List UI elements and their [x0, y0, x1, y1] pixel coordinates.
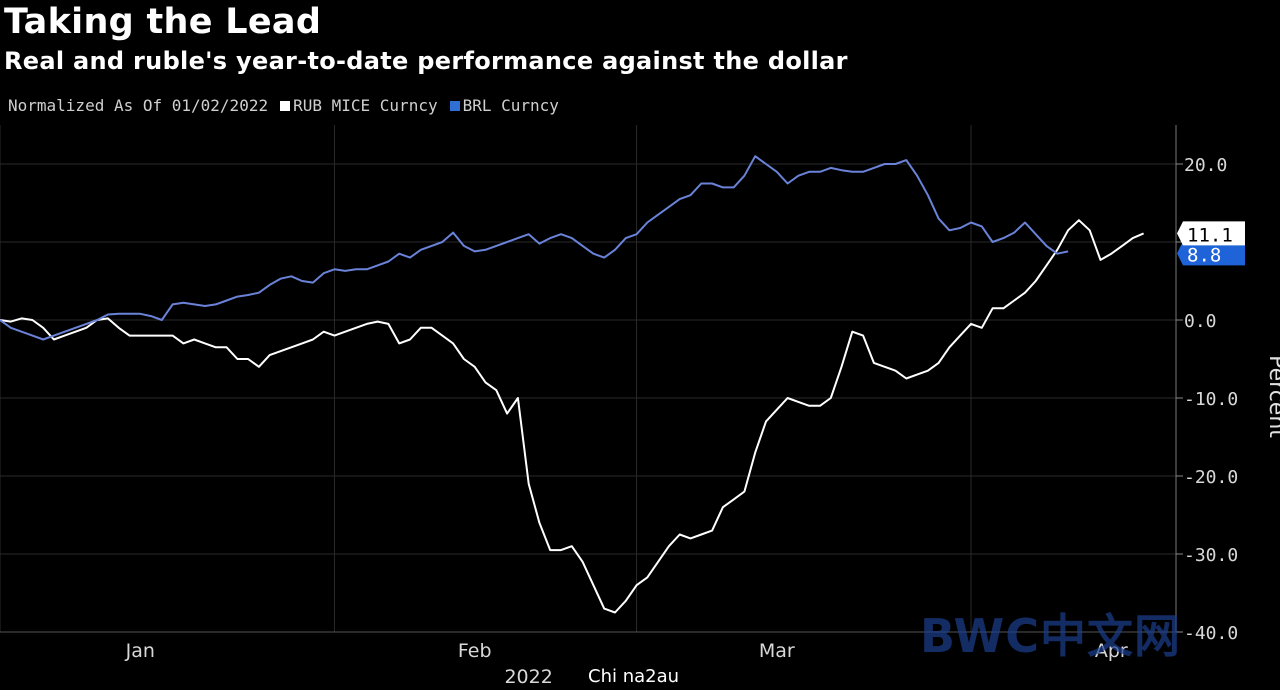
y-tick-label: 0.0 — [1184, 311, 1217, 332]
legend-item-brl[interactable]: BRL Curncy — [449, 96, 559, 115]
x-tick-label: Apr — [1095, 640, 1128, 662]
end-label-brl: 8.8 — [1187, 244, 1221, 266]
x-year-label: 2022 — [504, 666, 552, 688]
end-label-box-brl — [1177, 241, 1245, 266]
end-label-box-rub — [1177, 221, 1245, 246]
legend-label-brl: BRL Curncy — [462, 96, 559, 115]
legend-label-rub: RUB MICE Curncy — [293, 96, 438, 115]
y-tick-label: -10.0 — [1184, 389, 1238, 410]
legend-item-rub[interactable]: RUB MICE Curncy — [280, 96, 438, 115]
legend-swatch-rub — [280, 100, 291, 111]
x-tick-label: Mar — [759, 640, 795, 662]
y-tick-label: -20.0 — [1184, 467, 1238, 488]
y-tick-label: -40.0 — [1184, 623, 1238, 644]
end-label-rub: 11.1 — [1187, 224, 1233, 246]
y-tick-label: -30.0 — [1184, 545, 1238, 566]
y-tick-label: 20.0 — [1184, 155, 1227, 176]
source-caption: Chi na2au — [588, 666, 680, 687]
legend-swatch-brl — [449, 100, 460, 111]
legend: Normalized As Of 01/02/2022 RUB MICE Curn… — [8, 96, 559, 115]
watermark: BWC中文网 — [920, 609, 1182, 663]
x-tick-label: Jan — [125, 640, 155, 662]
chart-title: Taking the Lead — [4, 2, 322, 42]
chart-subtitle: Real and ruble's year-to-date performanc… — [4, 47, 848, 75]
series-line-rub — [0, 219, 1144, 614]
series-line-brl — [0, 155, 1069, 341]
legend-note: Normalized As Of 01/02/2022 — [8, 96, 269, 115]
y-axis-title: Percent — [1264, 355, 1280, 438]
x-tick-label: Feb — [458, 640, 492, 662]
